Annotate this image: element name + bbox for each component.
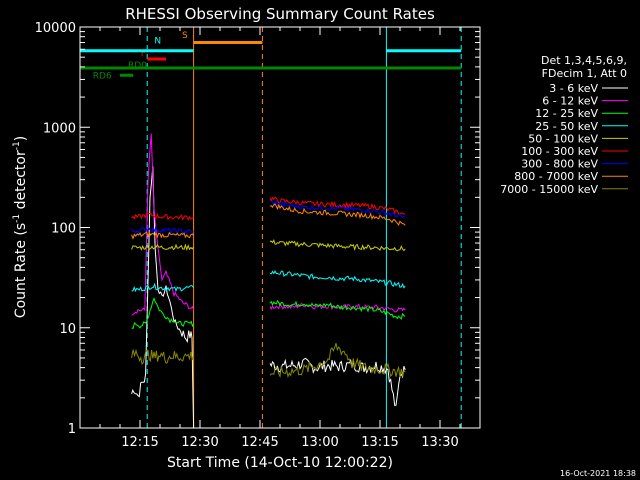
legend-label-0: 3 - 6 keV — [549, 82, 598, 95]
legend-label-6: 300 - 800 keV — [521, 158, 598, 171]
x-tick-label-5: 13:30 — [421, 435, 458, 450]
y-axis-label-part3: ) — [13, 136, 29, 141]
y-tick-label-2: 100 — [51, 222, 76, 237]
x-tick-label-1: 12:30 — [181, 435, 218, 450]
legend-header-1: FDecim 1, Att 0 — [542, 67, 627, 80]
y-tick-label-1: 10 — [59, 322, 76, 337]
chart-title: RHESSI Observing Summary Count Rates — [125, 5, 435, 23]
legend-label-5: 100 - 300 keV — [521, 145, 598, 158]
legend-label-1: 6 - 12 keV — [542, 95, 598, 108]
y-tick-label-0: 1 — [68, 422, 76, 437]
y-tick-label-3: 1000 — [43, 121, 76, 136]
series-8 — [131, 343, 406, 379]
series-2-segment-1 — [269, 299, 406, 320]
legend-label-3: 25 - 50 keV — [535, 120, 598, 133]
series-3-segment-1 — [269, 270, 406, 289]
series-4-segment-0 — [131, 243, 195, 251]
series-4 — [131, 238, 406, 252]
state-bar-label-3: S — [182, 31, 188, 41]
legend-label-2: 12 - 25 keV — [535, 107, 598, 120]
series-6-segment-1 — [269, 200, 406, 219]
y-axis-label-sup1: -1 — [12, 214, 22, 223]
legend: Det 1,3,4,5,6,9,FDecim 1, Att 0 3 - 6 keV… — [500, 54, 628, 196]
series-4-segment-1 — [269, 238, 406, 252]
series-6-segment-0 — [131, 225, 194, 235]
state-bar-label-5: RD6 — [93, 71, 112, 81]
state-bar-label-1: N — [154, 37, 161, 47]
x-tick-label-0: 12:15 — [121, 435, 158, 450]
y-axis-label-sup2: -1 — [12, 141, 22, 150]
series-3-segment-0 — [131, 282, 195, 293]
x-tick-label-3: 13:00 — [301, 435, 338, 450]
series-2-segment-0 — [131, 297, 195, 330]
series-1-segment-0 — [131, 133, 195, 316]
series-3 — [131, 270, 406, 293]
series-1-segment-1 — [269, 302, 406, 313]
plot-area: FN S RD0 RD6 12:15 12:30 12:45 13:00 13:15 13:30 1… — [35, 21, 481, 450]
x-axis-label: Start Time (14-Oct-10 12:00:22) — [167, 455, 393, 471]
x-tick-label-2: 12:45 — [241, 435, 278, 450]
series-6 — [131, 200, 406, 235]
state-bar-label-4: RD0 — [128, 61, 147, 71]
legend-label-8: 7000 - 15000 keV — [500, 183, 598, 196]
series-0-segment-0 — [131, 166, 195, 429]
y-axis-label: Count Rate (s-1 detector-1) — [12, 136, 29, 318]
series-8-segment-1 — [269, 343, 406, 379]
series-2 — [131, 297, 406, 330]
legend-label-4: 50 - 100 keV — [528, 132, 598, 145]
series-7 — [131, 203, 406, 240]
series-8-segment-0 — [131, 348, 195, 365]
series-7-segment-1 — [269, 203, 406, 227]
series-7-segment-0 — [131, 231, 194, 240]
y-axis-label-part2: detector — [13, 150, 29, 214]
x-tick-label-4: 13:15 — [361, 435, 398, 450]
footer-timestamp: 16-Oct-2021 18:38 — [560, 469, 636, 478]
legend-header-0: Det 1,3,4,5,6,9, — [541, 54, 627, 67]
state-bar-label-0: F — [141, 49, 146, 59]
legend-label-7: 800 - 7000 keV — [514, 170, 598, 183]
plot-frame — [79, 26, 481, 429]
y-tick-label-4: 10000 — [35, 21, 76, 36]
series-5-segment-0 — [131, 212, 194, 221]
y-axis-label-part1: Count Rate (s — [13, 223, 29, 318]
